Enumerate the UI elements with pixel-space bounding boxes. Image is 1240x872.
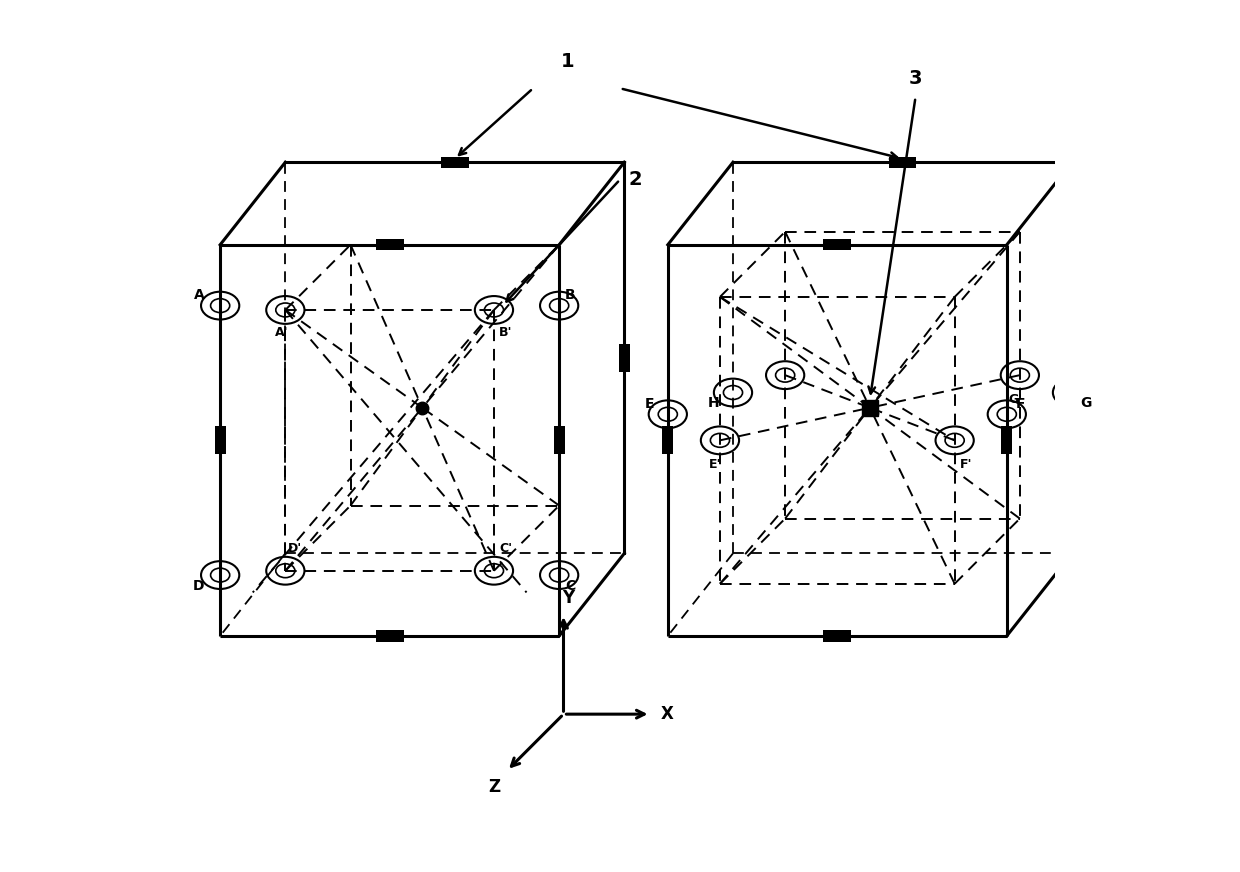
- Text: F': F': [960, 458, 972, 471]
- Bar: [441, 157, 469, 167]
- Text: B': B': [500, 325, 512, 338]
- Bar: [376, 239, 403, 250]
- Text: C: C: [565, 578, 575, 593]
- Bar: [376, 630, 403, 642]
- Bar: [1066, 344, 1078, 371]
- Bar: [1001, 426, 1012, 454]
- Bar: [215, 426, 226, 454]
- Text: A: A: [193, 288, 205, 302]
- Bar: [889, 157, 916, 167]
- Bar: [553, 426, 564, 454]
- Text: D: D: [193, 578, 205, 593]
- Text: G: G: [1081, 396, 1092, 410]
- Text: C': C': [500, 542, 512, 555]
- Text: A': A': [275, 325, 289, 338]
- Text: E': E': [709, 458, 722, 471]
- Text: D': D': [288, 542, 303, 555]
- Text: Y: Y: [562, 589, 574, 607]
- Text: X: X: [661, 705, 673, 723]
- Text: E: E: [645, 397, 653, 411]
- Text: 3: 3: [909, 69, 923, 88]
- Text: Z: Z: [487, 778, 500, 795]
- Text: F: F: [1016, 397, 1025, 411]
- Bar: [662, 426, 673, 454]
- Text: 2: 2: [629, 170, 642, 189]
- Text: 1: 1: [560, 52, 574, 71]
- Text: B: B: [565, 288, 575, 302]
- Text: G': G': [1008, 392, 1023, 405]
- Text: H: H: [708, 396, 719, 410]
- Bar: [823, 630, 851, 642]
- Bar: [823, 239, 851, 250]
- Bar: [619, 344, 630, 371]
